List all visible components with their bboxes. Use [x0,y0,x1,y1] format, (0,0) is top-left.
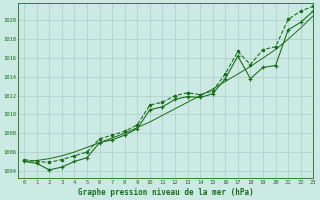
X-axis label: Graphe pression niveau de la mer (hPa): Graphe pression niveau de la mer (hPa) [78,188,253,197]
